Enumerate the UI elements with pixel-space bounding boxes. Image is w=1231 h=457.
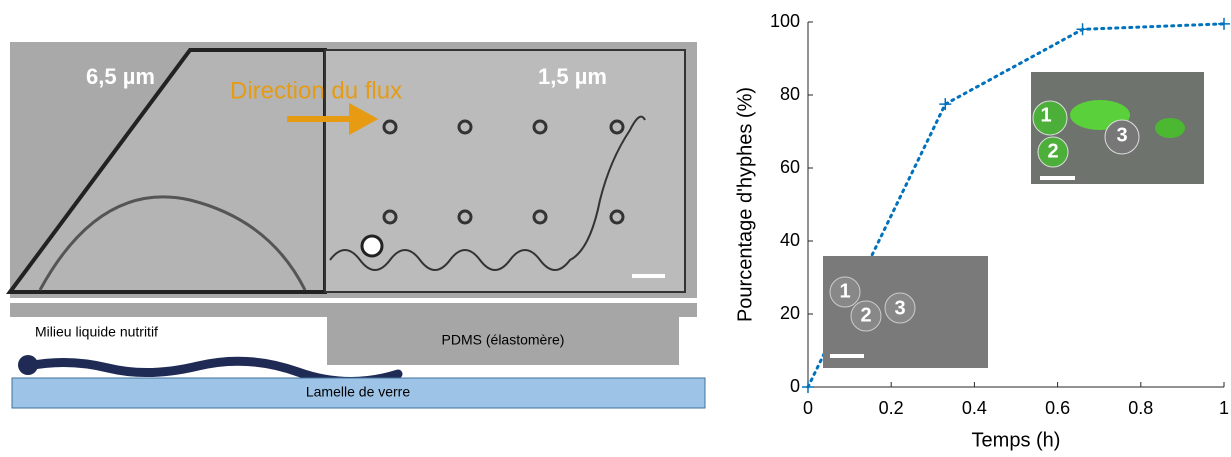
x-tick-label: 0.2 [879,398,904,418]
y-axis-label: Pourcentage d'hyphes (%) [734,87,756,322]
inset-label: 3 [1116,124,1127,146]
flow-label: Direction du flux [230,77,402,104]
x-tick-label: 1 [1219,398,1229,418]
x-tick-label: 0 [803,398,813,418]
data-marker [802,381,814,393]
y-tick-label: 80 [780,84,800,104]
inset-label: 2 [1047,140,1058,162]
inset-label: 1 [1040,104,1051,126]
data-line [806,22,1226,389]
micrograph: 6,5 µm Direction du flux 1,5 µm [6,42,697,298]
width-label: 1,5 µm [538,64,607,89]
y-tick-label: 100 [770,11,800,31]
y-tick-label: 20 [780,303,800,323]
plot: 0 20 40 60 80 100 0 0.2 0.4 0.6 0.8 1 Temps (h) Pourc… [734,11,1230,451]
inset-label: 1 [839,280,850,302]
x-tick-label: 0.6 [1045,398,1070,418]
inset-label: 2 [860,304,871,326]
width-label: 6,5 µm [86,64,155,89]
schematic-label: Milieu liquide nutritif [35,324,158,340]
inset-label: 3 [894,297,905,319]
y-tick-label: 0 [790,376,800,396]
schematic-label: PDMS (élastomère) [442,332,565,348]
x-tick-label: 0.4 [962,398,987,418]
schematic: Milieu liquide nutritif PDMS (élastomère… [10,303,706,409]
inset-bottom: 1 2 3 [823,256,988,368]
data-marker [1076,23,1089,36]
schematic-label: Lamelle de verre [306,384,410,400]
x-tick-label: 0.8 [1128,398,1153,418]
y-tick-label: 40 [780,230,800,250]
data-marker [939,98,952,111]
inset-top: 1 2 3 [1031,72,1204,184]
x-axis-label: Temps (h) [972,429,1061,451]
data-marker [1218,17,1230,30]
y-tick-label: 60 [780,157,800,177]
